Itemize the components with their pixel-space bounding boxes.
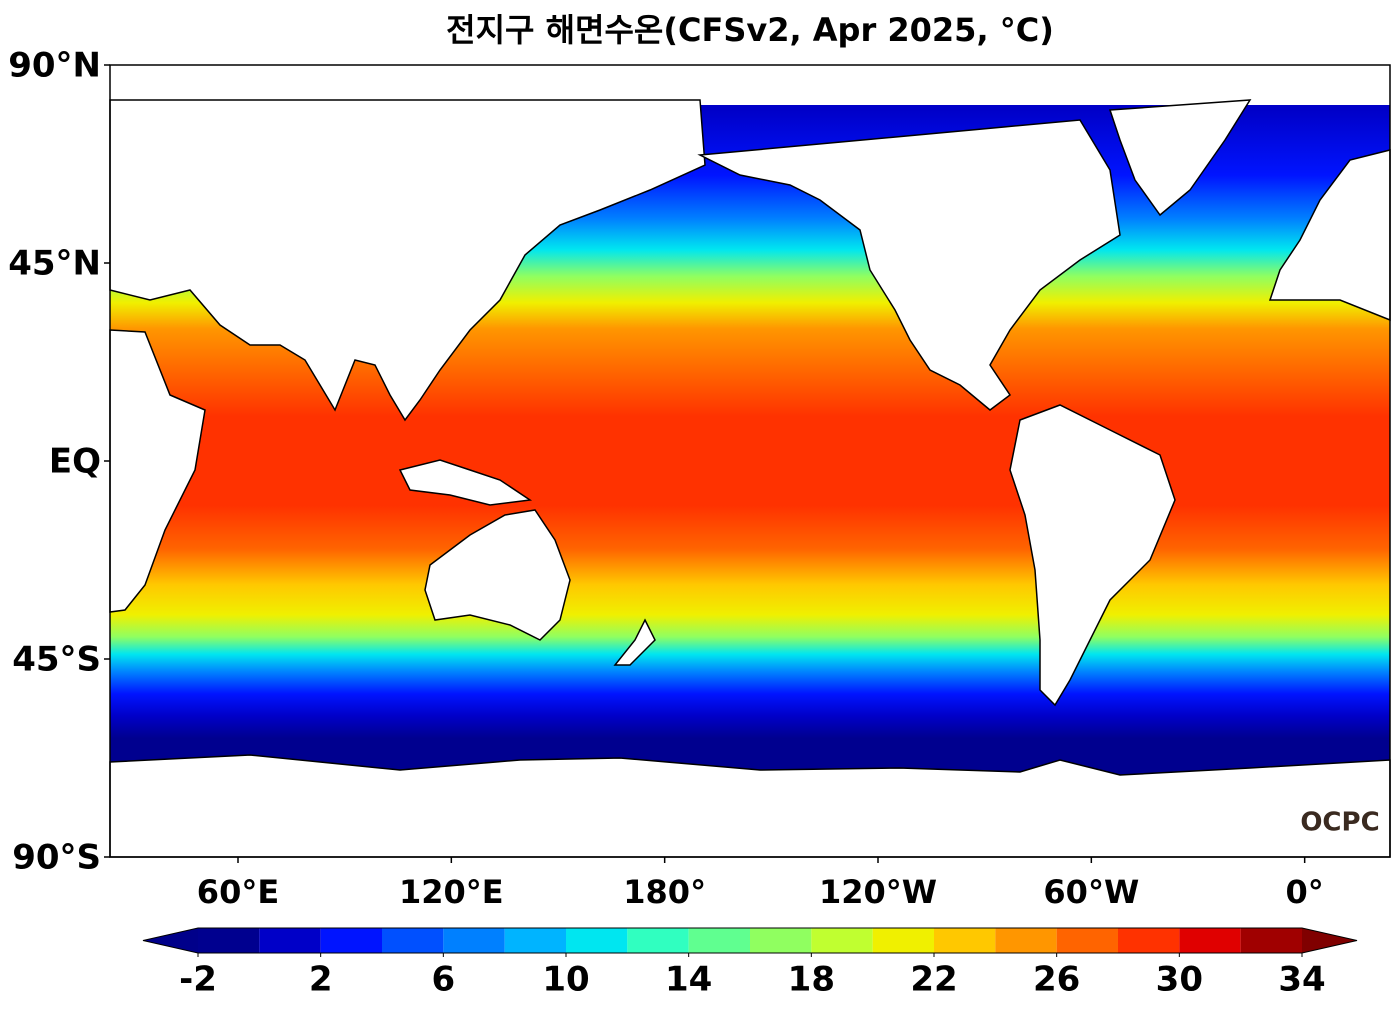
colorbar: -2 2 6 10 14 18 22 26 30 34 xyxy=(142,927,1358,1000)
colorbar-segment xyxy=(320,928,382,953)
colorbar-under xyxy=(143,928,198,953)
antarctica xyxy=(109,754,1391,858)
colorbar-segment xyxy=(382,928,444,953)
x-tick-label: 60°E xyxy=(197,873,279,911)
y-tick-label: 90°N xyxy=(8,46,101,86)
colorbar-segment xyxy=(872,928,934,953)
x-tick-label: 0° xyxy=(1286,873,1324,911)
eurasia xyxy=(109,99,706,422)
north-america xyxy=(697,119,1121,411)
logo: OCPC xyxy=(1300,808,1379,838)
arctic xyxy=(110,65,1390,105)
axes: 60°E 120°E 180° 120°W 60°W 0° 90°N 45°N EQ 45°S 90… xyxy=(8,46,1324,912)
x-tick-label: 60°W xyxy=(1043,873,1139,911)
colorbar-segment xyxy=(1056,928,1118,953)
colorbar-segment xyxy=(504,928,566,953)
colorbar-tick-label: 22 xyxy=(910,960,957,1000)
colorbar-segment xyxy=(443,928,505,953)
new-zealand xyxy=(613,618,656,666)
colorbar-tick-label: 6 xyxy=(431,960,455,1000)
y-tick-label: 90°S xyxy=(12,838,101,878)
colorbar-tick-label: 30 xyxy=(1156,960,1203,1000)
colorbar-tick-label: 18 xyxy=(788,960,835,1000)
indonesia xyxy=(398,459,533,506)
y-tick-label: 45°N xyxy=(8,244,101,284)
map: OCPC xyxy=(109,64,1391,858)
colorbar-segment xyxy=(750,928,812,953)
colorbar-tick-label: 26 xyxy=(1033,960,1080,1000)
colorbar-segment xyxy=(198,928,260,953)
colorbar-tick-label: -2 xyxy=(179,960,217,1000)
south-america xyxy=(1009,404,1176,707)
x-tick-label: 120°W xyxy=(819,873,937,911)
colorbar-tick-label: 34 xyxy=(1278,960,1325,1000)
europe xyxy=(1268,149,1391,322)
colorbar-segment xyxy=(811,928,873,953)
colorbar-segment xyxy=(566,928,628,953)
x-tick-label: 180° xyxy=(623,873,706,911)
colorbar-segment xyxy=(688,928,750,953)
colorbar-tick-label: 14 xyxy=(665,960,712,1000)
y-tick-label: 45°S xyxy=(12,640,101,680)
colorbar-over xyxy=(1302,928,1357,953)
africa xyxy=(109,329,206,613)
colorbar-segment xyxy=(934,928,996,953)
greenland xyxy=(1108,99,1252,217)
colorbar-segment xyxy=(259,928,321,953)
colorbar-segment xyxy=(995,928,1057,953)
colorbar-segment xyxy=(627,928,689,953)
colorbar-tick-label: 10 xyxy=(542,960,589,1000)
colorbar-segment xyxy=(1240,928,1302,953)
australia xyxy=(424,509,571,641)
y-tick-label: EQ xyxy=(49,442,101,482)
colorbar-tick-label: 2 xyxy=(309,960,333,1000)
colorbar-segment xyxy=(1118,928,1180,953)
x-tick-label: 120°E xyxy=(399,873,504,911)
title: 전지구 해면수온(CFSv2, Apr 2025, °C) xyxy=(446,11,1054,49)
colorbar-segment xyxy=(1179,928,1241,953)
